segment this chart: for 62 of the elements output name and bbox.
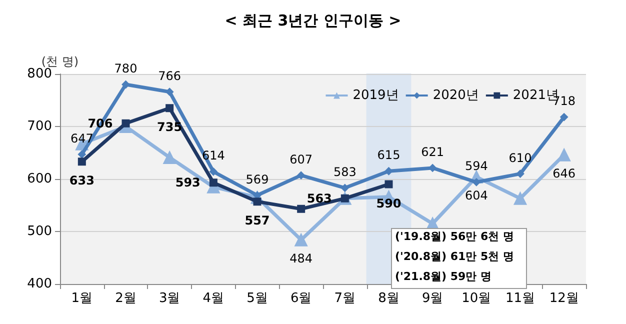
data-label: 766 <box>158 68 182 83</box>
data-label: 484 <box>290 251 313 266</box>
x-tick-label: 8월 <box>378 291 400 306</box>
point <box>340 184 349 192</box>
x-tick-label: 1월 <box>71 291 93 306</box>
point <box>78 158 86 166</box>
legend-label: 2019년 <box>352 88 399 103</box>
point <box>384 180 393 188</box>
x-tick-label: 5월 <box>246 291 268 306</box>
point <box>514 192 527 205</box>
x-tick-label: 9월 <box>422 291 444 306</box>
point <box>122 80 130 88</box>
point <box>297 171 306 180</box>
data-label: 557 <box>244 214 270 228</box>
point <box>253 198 262 206</box>
point <box>516 170 524 178</box>
data-label: 621 <box>421 144 444 159</box>
y-tick-label: 600 <box>27 172 52 186</box>
x-tick-label: 10월 <box>462 291 492 306</box>
data-label: 604 <box>464 188 488 202</box>
data-label: 594 <box>464 159 488 174</box>
x-tick-label: 3월 <box>158 291 180 306</box>
x-tick-label: 12월 <box>549 291 579 306</box>
chart-title: < 최근 3년간 인구이동 > <box>224 12 402 30</box>
annotation: ('20.8월) 61만 5천 명 <box>395 250 514 263</box>
point <box>209 168 218 176</box>
y-tick-label: 400 <box>27 276 52 292</box>
x-tick-label: 6월 <box>290 291 312 306</box>
data-label: 563 <box>306 191 332 206</box>
point <box>428 164 437 172</box>
y-tick-label: 500 <box>27 224 52 239</box>
point <box>560 113 568 122</box>
x-tick-label: 11월 <box>505 291 536 306</box>
data-label: 607 <box>290 152 313 166</box>
data-label: 583 <box>333 164 356 179</box>
y-axis-title: (천 명) <box>41 54 79 69</box>
point <box>294 233 308 246</box>
data-label: 610 <box>508 150 532 165</box>
x-tick-label: 4월 <box>202 291 224 306</box>
point <box>163 150 176 164</box>
legend-label: 2020년 <box>432 88 479 103</box>
data-label: 593 <box>175 176 200 190</box>
data-label: 615 <box>377 148 400 162</box>
point <box>166 104 174 112</box>
point <box>166 88 174 96</box>
point <box>122 119 130 128</box>
data-label: 569 <box>246 172 269 186</box>
point <box>78 150 86 158</box>
y-tick-label: 700 <box>27 119 52 134</box>
x-tick-label: 7월 <box>334 291 356 306</box>
point <box>209 178 218 187</box>
annotation: ('21.8월) 59만 명 <box>395 270 492 283</box>
data-label: 646 <box>552 166 576 180</box>
data-label: 780 <box>114 62 138 76</box>
x-tick-label: 2월 <box>115 291 136 306</box>
point <box>297 204 306 213</box>
point <box>558 148 571 162</box>
data-label: 590 <box>376 196 402 210</box>
point <box>472 178 480 186</box>
data-label: 633 <box>69 174 94 188</box>
annotation: ('19.8월) 56만 6천 명 <box>395 230 514 243</box>
y-tick-label: 800 <box>27 66 52 82</box>
